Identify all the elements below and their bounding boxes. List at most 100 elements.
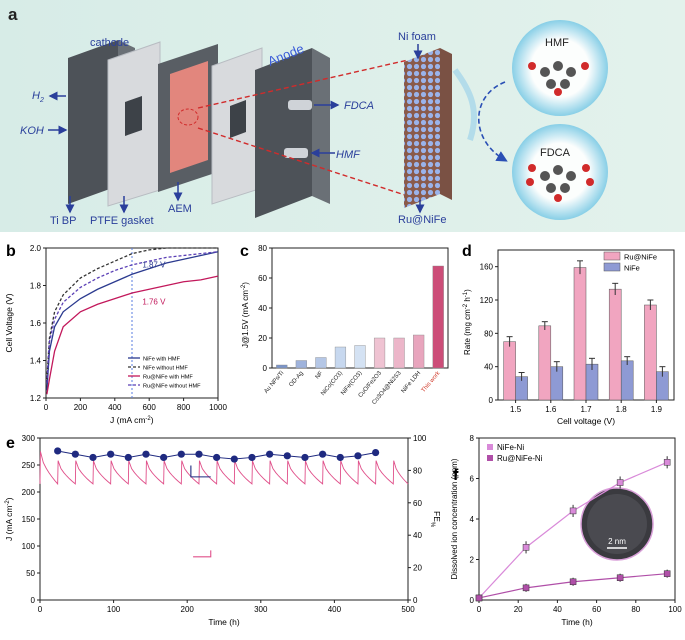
bar <box>315 357 327 369</box>
label-ti-bp: Ti BP <box>50 215 77 227</box>
x-tick-label: 1.9 <box>651 405 663 414</box>
panel-letter-f: f <box>453 467 459 484</box>
x-tick-label: 200 <box>181 605 195 614</box>
x-tick-label: 100 <box>668 605 682 614</box>
legend-label: NiFe-Ni <box>497 443 524 452</box>
y2-axis-label: FE% <box>429 511 442 528</box>
anode-plate <box>255 48 312 218</box>
y-tick-label: 0 <box>263 364 268 373</box>
y-tick-label: 50 <box>26 569 35 578</box>
anode-plate-edge <box>312 48 330 204</box>
fe-point <box>160 453 168 462</box>
y-tick-label: 20 <box>258 334 267 343</box>
scale-bar-label: 2 nm <box>608 537 626 546</box>
fe-point <box>142 450 150 458</box>
x-tick-label: OD-Ag <box>288 370 304 388</box>
x-tick-label: 1.6 <box>545 405 557 414</box>
series-line <box>46 251 219 391</box>
outlet-fitting <box>288 100 312 110</box>
panel-letter-e: e <box>6 435 15 452</box>
fe-point <box>89 453 97 462</box>
x-tick-label: 1.7 <box>580 405 592 414</box>
x-tick-label: 800 <box>177 403 191 412</box>
x-tick-label: NF <box>315 370 325 380</box>
y-tick-label: 80 <box>258 244 267 253</box>
y2-tick-label: 60 <box>413 499 422 508</box>
legend-swatch <box>603 251 621 261</box>
zoom-line-top <box>197 59 409 109</box>
bar <box>573 267 587 401</box>
bar <box>550 366 564 401</box>
y-tick-label: 1.4 <box>30 357 42 366</box>
flow-stream <box>452 68 477 141</box>
x-axis-label: Time (h) <box>208 617 239 627</box>
legend-label: NiFe <box>624 264 640 273</box>
label-ni-foam: Ni foam <box>398 31 436 43</box>
fe-point <box>248 453 256 462</box>
y-tick-label: 1.6 <box>30 319 42 328</box>
fe-point <box>107 450 115 458</box>
bar <box>432 265 444 369</box>
series-line <box>46 275 219 395</box>
fe-point <box>266 450 274 458</box>
x-tick-label: 0 <box>477 605 482 614</box>
label-ptfe: PTFE gasket <box>90 215 154 227</box>
conversion-arrow <box>477 81 508 162</box>
y-tick-label: 40 <box>484 363 493 372</box>
bubble-label-hmf: HMF <box>545 37 569 49</box>
bubble-label-fdca: FDCA <box>540 147 571 159</box>
x-tick-label: Au NPs/Ti <box>263 370 285 394</box>
y-axis-label: Cell Voltage (V) <box>4 293 14 352</box>
label-koh: KOH <box>20 125 44 137</box>
panel-a: a cathode Anode H2 KOH Ti BP PTFE gasket… <box>0 0 685 232</box>
y-tick-label: 1.8 <box>30 282 42 291</box>
chart-f-svg: f 0 20 40 60 80 100 0 2 4 6 8 2 nm NiFe-Ni Ru@NiFe-Ni T… <box>450 434 682 627</box>
x-tick-label: 60 <box>592 605 601 614</box>
panel-letter-d: d <box>462 243 472 260</box>
panel-c: c 0 20 40 60 80 Au NPs/Ti OD-Ag NF NiCo(CO3) NiFe(… <box>236 238 456 428</box>
hmf-molecule <box>528 61 589 96</box>
bar <box>373 337 386 369</box>
data-point <box>663 459 671 466</box>
series-line <box>46 247 218 380</box>
y-tick-label: 0 <box>489 396 494 405</box>
legend-swatch <box>487 444 493 450</box>
zoom-line-bottom <box>197 127 409 197</box>
bar <box>334 346 347 369</box>
y-tick-label: 300 <box>22 434 36 443</box>
fe-point <box>71 450 79 458</box>
fe-point <box>54 447 62 455</box>
panel-letter-b: b <box>6 243 16 260</box>
x-axis-label: J (mA cm-2) <box>110 415 154 425</box>
label-cathode: cathode <box>90 37 129 49</box>
y-tick-label: 1.2 <box>30 394 42 403</box>
y-tick-label: 0 <box>470 596 475 605</box>
current-axis-arrow <box>193 550 212 558</box>
y-tick-label: 2 <box>470 556 475 565</box>
fe-point <box>372 448 380 457</box>
y2-tick-label: 20 <box>413 564 422 573</box>
aem-membrane <box>170 61 208 173</box>
inlet-fitting <box>284 148 308 158</box>
cathode-plate <box>68 40 118 204</box>
data-point <box>475 594 483 602</box>
legend-label: Ru@NiFe-Ni <box>497 454 543 463</box>
plot-frame <box>39 437 409 601</box>
data-point <box>616 479 624 486</box>
chart-e-svg: e0 100 200 300 400 50005010015020025030002040… <box>4 434 442 627</box>
y-tick-label: 150 <box>22 515 36 524</box>
y-tick-label: 160 <box>480 263 494 272</box>
x-tick-label: This work <box>421 370 443 394</box>
fe-point <box>336 453 344 462</box>
panel-d: d 0 40 80 120 160 1.5 1.6 1.7 1.8 1.9 Ru@NiFe NiFe Ce… <box>458 238 685 428</box>
fe-point <box>283 452 291 460</box>
bar <box>503 341 516 401</box>
fe-point <box>177 450 185 458</box>
fe-point <box>230 455 238 463</box>
y-tick-label: 6 <box>470 475 475 484</box>
annotation-2: 1.76 V <box>142 297 166 306</box>
y-axis-label: Rate (mg cm-2 h-1) <box>463 289 472 355</box>
x-tick-label: NiFe LDH <box>401 370 423 394</box>
x-tick-label: 80 <box>631 605 640 614</box>
